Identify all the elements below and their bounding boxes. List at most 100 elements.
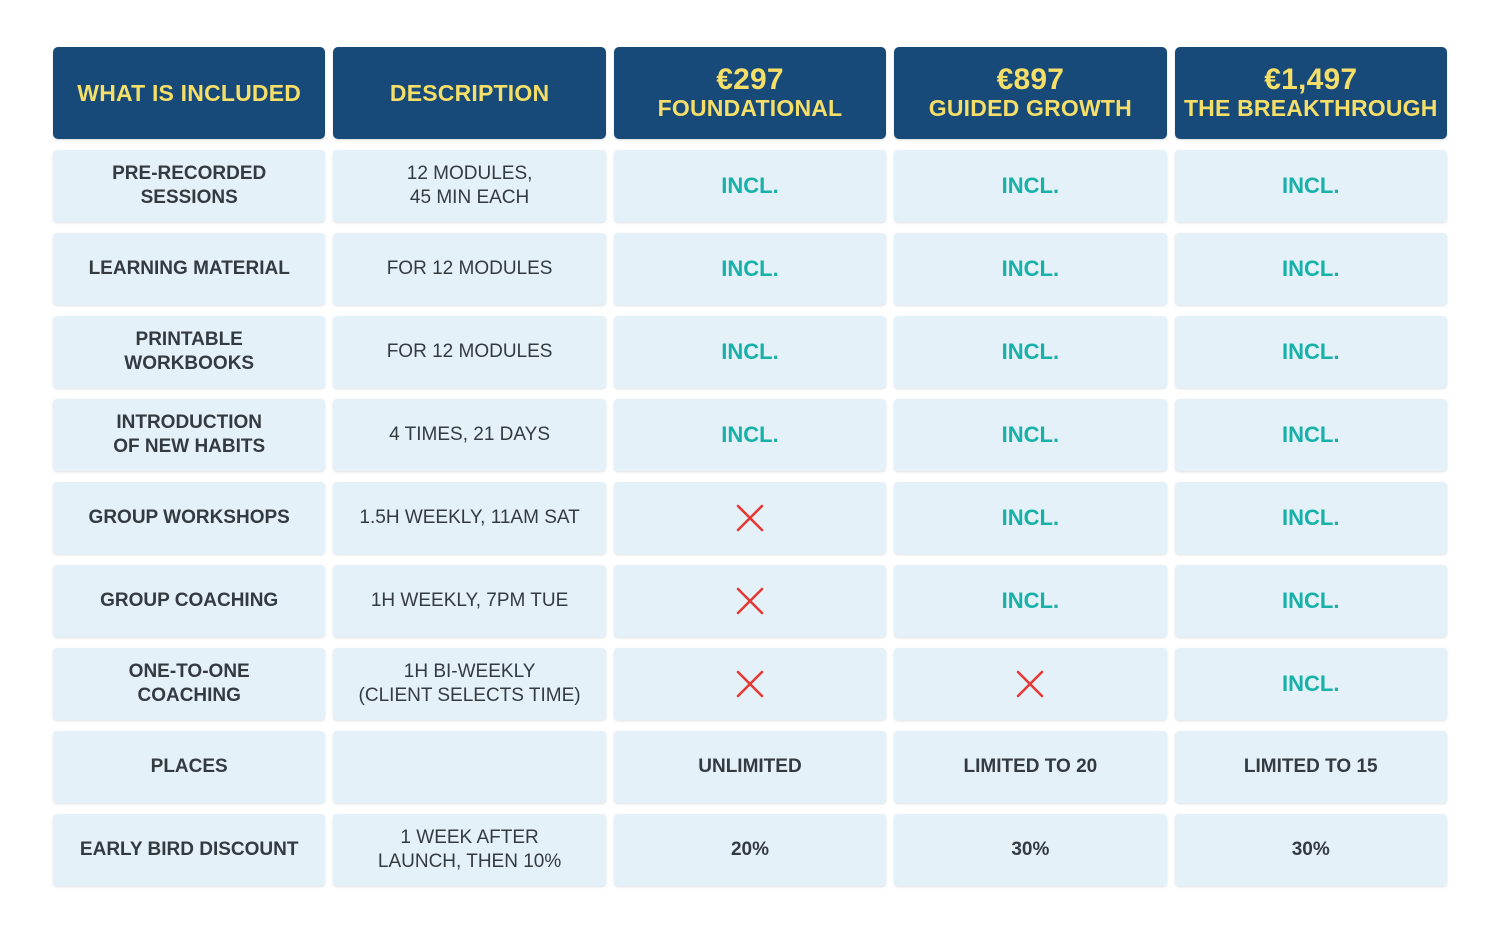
description-cell: 1 WEEK AFTER LAUNCH, THEN 10%	[333, 814, 606, 886]
plan-value: LIMITED TO 15	[1243, 756, 1378, 777]
plan-value-cell: INCL.	[894, 565, 1167, 637]
feature-label: EARLY BIRD DISCOUNT	[79, 839, 299, 860]
table-row: PRE-RECORDED SESSIONS 12 MODULES, 45 MIN EA…	[53, 150, 1447, 222]
description-text: FOR 12 MODULES	[386, 258, 553, 279]
description-text: FOR 12 MODULES	[386, 341, 553, 362]
plan-value-cell: LIMITED TO 20	[894, 731, 1167, 803]
plan-value-cell: INCL.	[1174, 565, 1447, 637]
table-row: INTRODUCTION OF NEW HABITS 4 TIMES, 21 DAY…	[53, 399, 1447, 471]
plan-value-cell: INCL.	[1174, 482, 1447, 554]
feature-label: WORKBOOKS	[124, 353, 255, 374]
feature-label: PRE-RECORDED	[112, 163, 267, 184]
plan-value-cell: INCL.	[613, 150, 887, 222]
included-label: INCL.	[721, 422, 779, 447]
header-label: WHAT IS INCLUDED	[77, 79, 302, 106]
included-label: INCL.	[1001, 505, 1060, 530]
plan-value-cell: INCL.	[613, 233, 887, 305]
feature-label: PLACES	[150, 756, 228, 777]
table-row: PRINTABLE WORKBOOKS FOR 12 MODULES INCL. INC…	[53, 316, 1447, 388]
feature-cell: PLACES	[53, 731, 326, 803]
feature-cell: INTRODUCTION OF NEW HABITS	[53, 399, 326, 471]
included-label: INCL.	[1001, 422, 1060, 447]
included-label: INCL.	[721, 173, 779, 198]
plan-value-cell: INCL.	[894, 150, 1167, 222]
plan-value-cell	[613, 565, 887, 637]
included-label: INCL.	[1001, 173, 1060, 198]
description-text: 12 MODULES,	[406, 163, 533, 184]
plan-value-cell: INCL.	[1174, 233, 1447, 305]
table-body: PRE-RECORDED SESSIONS 12 MODULES, 45 MIN EA…	[53, 150, 1447, 886]
description-text: 1H BI-WEEKLY	[403, 661, 536, 682]
description-text: 1.5H WEEKLY, 11AM SAT	[359, 507, 580, 528]
plan-value-cell: INCL.	[894, 233, 1167, 305]
plan-value-cell: INCL.	[894, 316, 1167, 388]
plan-value: 30%	[1011, 839, 1050, 860]
included-label: INCL.	[1282, 505, 1340, 530]
feature-cell: PRE-RECORDED SESSIONS	[53, 150, 326, 222]
included-label: INCL.	[1282, 422, 1340, 447]
description-cell: FOR 12 MODULES	[333, 233, 606, 305]
plan-value-cell: INCL.	[1174, 399, 1447, 471]
plan-value-cell: 20%	[613, 814, 887, 886]
description-text: 45 MIN EACH	[409, 187, 530, 208]
plan-price: €1,497	[1264, 63, 1358, 96]
plan-price: €297	[716, 63, 784, 96]
header-row: WHAT IS INCLUDED DESCRIPTION €297 FOUNDA…	[53, 47, 1447, 139]
plan-name: FOUNDATIONAL	[657, 95, 843, 121]
feature-label: COACHING	[137, 685, 241, 706]
included-label: INCL.	[1282, 588, 1340, 613]
table-row: PLACES UNLIMITED LIMITED TO 20 LIMITED TO 1…	[53, 731, 1447, 803]
feature-label: SESSIONS	[140, 187, 238, 208]
cross-icon	[736, 504, 764, 532]
description-cell: 1H BI-WEEKLY (CLIENT SELECTS TIME)	[333, 648, 606, 720]
included-label: INCL.	[1282, 671, 1340, 696]
feature-label: GROUP COACHING	[100, 590, 279, 611]
plan-value-cell	[613, 482, 887, 554]
description-cell: 1H WEEKLY, 7PM TUE	[333, 565, 606, 637]
description-text: LAUNCH, THEN 10%	[377, 851, 562, 872]
feature-label: LEARNING MATERIAL	[88, 258, 290, 279]
description-text: 1 WEEK AFTER	[400, 827, 539, 848]
feature-cell: GROUP COACHING	[53, 565, 326, 637]
plan-value-cell	[894, 648, 1167, 720]
plan-value-cell: 30%	[894, 814, 1167, 886]
plan-value-cell: LIMITED TO 15	[1174, 731, 1447, 803]
plan-value-cell: INCL.	[894, 482, 1167, 554]
feature-cell: LEARNING MATERIAL	[53, 233, 326, 305]
plan-value-cell: INCL.	[613, 316, 887, 388]
feature-label: INTRODUCTION	[116, 412, 263, 433]
plan-value-cell: 30%	[1174, 814, 1447, 886]
included-label: INCL.	[1282, 339, 1340, 364]
feature-cell: GROUP WORKSHOPS	[53, 482, 326, 554]
description-cell: 12 MODULES, 45 MIN EACH	[333, 150, 606, 222]
feature-label: ONE-TO-ONE	[128, 661, 250, 682]
table-row: GROUP COACHING 1H WEEKLY, 7PM TUE INCL. INC…	[53, 565, 1447, 637]
plan-value: LIMITED TO 20	[963, 756, 1098, 777]
cross-icon	[736, 670, 764, 698]
plan-value-cell: INCL.	[894, 399, 1167, 471]
plan-name: GUIDED GROWTH	[928, 95, 1132, 121]
plan-value-cell: INCL.	[613, 399, 887, 471]
pricing-comparison-table: WHAT IS INCLUDED DESCRIPTION €297 FOUNDA…	[53, 47, 1447, 897]
header-label: DESCRIPTION	[389, 79, 550, 106]
table-row: EARLY BIRD DISCOUNT 1 WEEK AFTER LAUNCH, T…	[53, 814, 1447, 886]
description-text: (CLIENT SELECTS TIME)	[358, 685, 581, 706]
feature-cell: PRINTABLE WORKBOOKS	[53, 316, 326, 388]
table-row: ONE-TO-ONE COACHING 1H BI-WEEKLY (CLIENT SE…	[53, 648, 1447, 720]
description-text: 4 TIMES, 21 DAYS	[389, 424, 551, 445]
feature-label: GROUP WORKSHOPS	[88, 507, 290, 528]
cross-icon	[736, 587, 764, 615]
description-cell: 1.5H WEEKLY, 11AM SAT	[333, 482, 606, 554]
included-label: INCL.	[1282, 256, 1340, 281]
table-row: GROUP WORKSHOPS 1.5H WEEKLY, 11AM SAT INCL…	[53, 482, 1447, 554]
plan-value-cell: INCL.	[1174, 648, 1447, 720]
plan-value: 20%	[730, 839, 769, 860]
feature-cell: ONE-TO-ONE COACHING	[53, 648, 326, 720]
feature-label: PRINTABLE	[135, 329, 243, 350]
plan-value-cell	[613, 648, 887, 720]
cross-icon	[1017, 670, 1044, 698]
plan-header-guided-growth: €897 GUIDED GROWTH	[894, 47, 1167, 139]
plan-price: €897	[996, 63, 1065, 96]
included-label: INCL.	[721, 339, 779, 364]
description-cell: 4 TIMES, 21 DAYS	[333, 399, 606, 471]
